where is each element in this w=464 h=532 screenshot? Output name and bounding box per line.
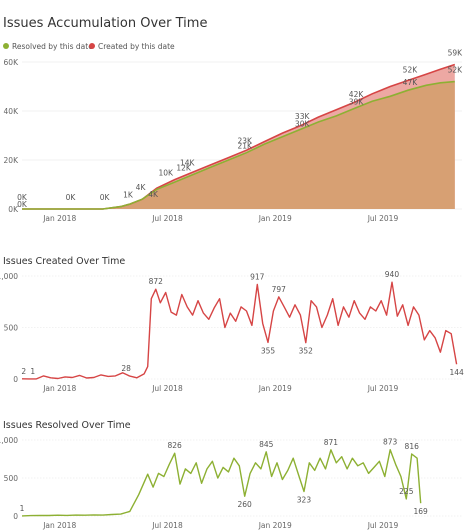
x-tick-1-3: Jul 2019 bbox=[367, 384, 399, 393]
data-label-0-10: 21K bbox=[237, 142, 253, 151]
data-label-0-13: 30K bbox=[295, 120, 311, 129]
data-label-1-4: 917 bbox=[250, 273, 265, 282]
x-tick-2-1: Jul 2018 bbox=[151, 521, 183, 530]
y-tick-0-0: 0K bbox=[8, 205, 19, 214]
data-label-0-19: 52K bbox=[448, 66, 464, 75]
area-resolved bbox=[22, 81, 455, 209]
data-label-0-0: 0K bbox=[17, 193, 28, 202]
line-series-1 bbox=[21, 281, 458, 380]
chart3-title: Issues Resolved Over Time bbox=[3, 420, 131, 431]
data-label-0-9: 14K bbox=[180, 159, 196, 168]
data-label-1-2: 28 bbox=[121, 364, 131, 373]
legend-created-marker bbox=[89, 43, 95, 49]
data-label-0-6: 4K bbox=[148, 190, 159, 199]
x-tick-2-2: Jan 2019 bbox=[258, 521, 292, 530]
y-tick-1-0: 0 bbox=[13, 375, 18, 384]
data-label-2-3: 260 bbox=[238, 500, 253, 509]
data-label-0-7: 10K bbox=[158, 169, 174, 178]
data-label-0-8: 12K bbox=[176, 164, 192, 173]
legend-resolved-label: Resolved by this date bbox=[12, 42, 93, 51]
data-label-2-2: 845 bbox=[259, 440, 274, 449]
x-tick-2-0: Jan 2018 bbox=[42, 521, 76, 530]
data-label-0-11: 23K bbox=[237, 137, 253, 146]
data-label-1-0: 2 bbox=[21, 367, 26, 376]
data-label-2-1: 826 bbox=[167, 441, 182, 450]
x-tick-0-1: Jul 2018 bbox=[151, 214, 183, 223]
data-label-0-12: 33K bbox=[295, 112, 311, 121]
data-label-0-1: 0K bbox=[17, 200, 28, 209]
x-tick-0-3: Jul 2019 bbox=[367, 214, 399, 223]
y-tick-1-1: 500 bbox=[4, 324, 19, 333]
y-tick-0-2: 40K bbox=[4, 107, 20, 116]
y-tick-2-0: 0 bbox=[13, 512, 18, 521]
data-label-0-16: 52K bbox=[403, 66, 419, 75]
data-label-0-14: 42K bbox=[349, 90, 365, 99]
y-tick-1-2: 1,000 bbox=[0, 272, 18, 281]
x-tick-0-0: Jan 2018 bbox=[42, 214, 76, 223]
x-tick-1-1: Jul 2018 bbox=[151, 384, 183, 393]
data-label-0-2: 0K bbox=[66, 193, 77, 202]
data-label-1-9: 144 bbox=[449, 368, 464, 377]
legend-resolved-marker bbox=[3, 43, 9, 49]
data-label-2-8: 225 bbox=[399, 487, 414, 496]
data-label-0-15: 39K bbox=[349, 97, 365, 106]
data-label-0-4: 1K bbox=[123, 191, 134, 200]
data-label-2-9: 169 bbox=[414, 507, 429, 516]
data-label-1-7: 352 bbox=[299, 347, 314, 356]
data-label-2-5: 871 bbox=[324, 438, 339, 447]
chart1-title: Issues Accumulation Over Time bbox=[3, 16, 207, 31]
y-tick-2-1: 500 bbox=[4, 474, 19, 483]
data-label-0-18: 59K bbox=[448, 48, 464, 57]
data-label-2-4: 323 bbox=[297, 495, 312, 504]
y-tick-2-2: 1,000 bbox=[0, 436, 18, 445]
legend-created-label: Created by this date bbox=[98, 42, 175, 51]
chart2-title: Issues Created Over Time bbox=[3, 256, 125, 267]
data-label-0-5: 4K bbox=[136, 183, 147, 192]
data-label-1-5: 797 bbox=[272, 285, 287, 294]
data-label-0-3: 0K bbox=[100, 193, 111, 202]
line-resolved bbox=[22, 80, 455, 210]
data-label-2-6: 873 bbox=[383, 438, 398, 447]
data-label-1-6: 355 bbox=[261, 346, 276, 355]
y-tick-0-1: 20K bbox=[4, 156, 20, 165]
x-tick-2-3: Jul 2019 bbox=[367, 521, 399, 530]
data-label-1-1: 1 bbox=[30, 367, 35, 376]
x-tick-1-0: Jan 2018 bbox=[42, 384, 76, 393]
data-label-1-3: 872 bbox=[149, 277, 164, 286]
data-label-2-7: 816 bbox=[405, 442, 420, 451]
x-tick-1-2: Jan 2019 bbox=[258, 384, 292, 393]
data-label-1-8: 940 bbox=[385, 270, 400, 279]
x-tick-0-2: Jan 2019 bbox=[258, 214, 292, 223]
y-tick-0-3: 60K bbox=[4, 58, 20, 67]
data-label-2-0: 1 bbox=[20, 504, 25, 513]
line-series-2 bbox=[21, 449, 422, 517]
data-label-0-17: 47K bbox=[403, 78, 419, 87]
